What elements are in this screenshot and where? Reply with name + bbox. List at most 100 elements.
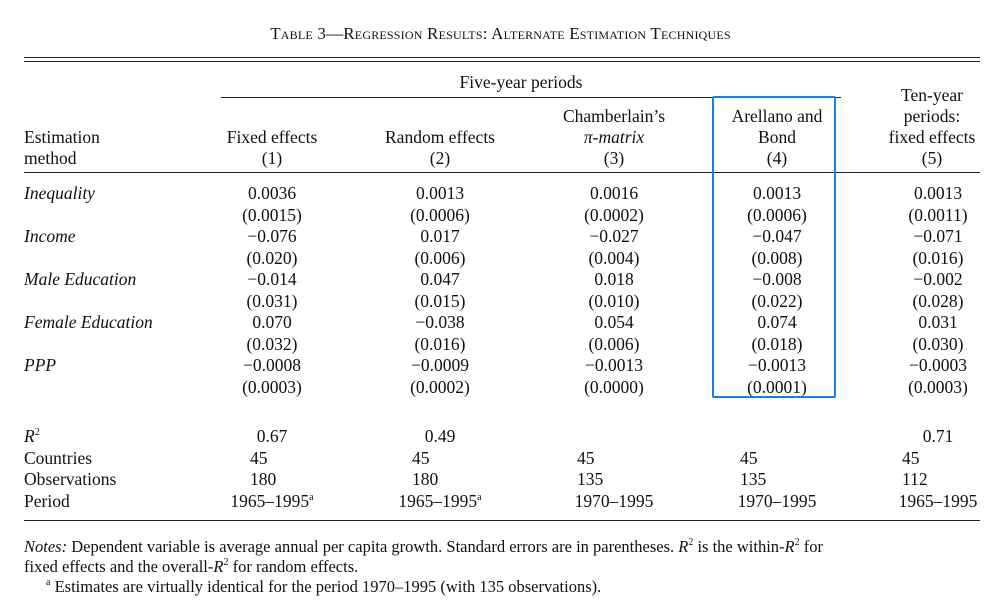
stat-cell: 1965–1995a	[360, 491, 520, 512]
row-label: Inequality	[24, 183, 95, 203]
col-header-line: (4)	[766, 148, 788, 168]
estimate-cell: 0.0013	[415, 183, 465, 203]
col-header-line: periods:	[903, 106, 961, 126]
stat-label-sup: 2	[34, 427, 40, 438]
stat-cell: 180	[412, 469, 438, 490]
stat-cell: 1965–1995a	[192, 491, 352, 512]
col-header-line: Chamberlain’s	[562, 106, 666, 126]
col-header-line: Bond	[758, 127, 796, 147]
std-error-cell: (0.0002)	[410, 376, 470, 397]
stat-value: 112	[902, 469, 928, 489]
table-title: Table 3—Regression Results: Alternate Es…	[270, 24, 731, 43]
bottom-rule	[24, 520, 980, 521]
stat-value: 1965–1995	[230, 490, 310, 511]
stat-cell: 1965–1995	[858, 491, 1001, 512]
estimate-cell: 0.0013	[752, 183, 802, 203]
estimate-cell: −0.071	[913, 226, 963, 246]
std-error-cell: (0.0003)	[908, 376, 968, 397]
col-header-line: (2)	[429, 148, 451, 168]
col-header-5: Ten-year periods: fixed effects (5)	[862, 85, 1001, 169]
std-error-cell: (0.015)	[414, 290, 466, 311]
col-header-line: Fixed effects	[226, 127, 318, 147]
stat-label: Observations	[24, 469, 116, 490]
stub-header-line: method	[24, 148, 77, 168]
stat-cell: 0.67	[192, 426, 352, 447]
header-rule	[24, 172, 980, 173]
estimate-cell: −0.047	[752, 226, 802, 246]
notes-r: R	[784, 537, 795, 556]
stat-value: 45	[902, 447, 920, 468]
stat-label-text: Period	[24, 490, 70, 511]
notes-r: R	[678, 537, 689, 556]
estimate-cell: −0.0013	[585, 355, 643, 375]
stat-value: 180	[412, 469, 439, 489]
stat-cell: 135	[740, 469, 766, 490]
group-header: Five-year periods	[459, 72, 583, 92]
stat-cell: 45	[250, 448, 268, 469]
estimate-cell: −0.002	[913, 269, 963, 289]
stat-label-text: Countries	[24, 447, 93, 468]
notes-sup: 2	[688, 537, 694, 548]
stat-value: 180	[250, 469, 277, 489]
std-error-cell: (0.016)	[912, 247, 964, 268]
row-label: PPP	[24, 355, 57, 375]
stat-label: Countries	[24, 448, 92, 469]
col-header-line: (5)	[921, 148, 943, 168]
stat-cell: 112	[902, 469, 928, 490]
std-error-cell: (0.020)	[246, 247, 298, 268]
stat-value: 0.49	[424, 426, 456, 446]
col-header-line: π-matrix	[583, 127, 645, 147]
stat-value: 0.71	[922, 426, 954, 446]
stat-value: 1965–1995	[898, 490, 978, 511]
col-header-line: fixed effects	[888, 127, 976, 147]
notes-sup: 2	[223, 557, 229, 568]
top-rule-2	[24, 61, 980, 62]
estimate-cell: 0.054	[594, 312, 634, 332]
stat-cell: 135	[577, 469, 603, 490]
footnote-mark: a	[46, 577, 51, 588]
estimate-cell: 0.0016	[589, 183, 639, 203]
stub-header: Estimation method	[24, 127, 100, 169]
std-error-cell: (0.016)	[414, 333, 466, 354]
footnote-ref: a	[477, 491, 482, 503]
stat-cell: 45	[412, 448, 430, 469]
stat-value: 1965–1995	[398, 490, 478, 511]
row-label: Female Education	[24, 312, 153, 332]
stat-cell: 45	[577, 448, 595, 469]
std-error-cell: (0.022)	[751, 290, 803, 311]
stat-cell: 0.71	[858, 426, 1001, 447]
col-header-line: Ten-year	[901, 85, 963, 105]
estimate-cell: 0.018	[594, 269, 634, 289]
stat-value: 1970–1995	[737, 490, 817, 511]
std-error-cell: (0.0015)	[242, 204, 302, 225]
col-header-line: (1)	[261, 148, 283, 168]
row-label: Income	[24, 226, 76, 246]
highlight-box	[712, 96, 836, 398]
std-error-cell: (0.028)	[912, 290, 964, 311]
estimate-cell: −0.027	[589, 226, 639, 246]
std-error-cell: (0.0002)	[584, 204, 644, 225]
stat-value: 45	[740, 447, 758, 468]
col-header-line: (3)	[603, 148, 625, 168]
std-error-cell: (0.0011)	[908, 204, 968, 225]
stat-value: 45	[412, 447, 430, 468]
estimate-cell: −0.076	[247, 226, 297, 246]
col-header-line: Arellano and	[731, 106, 823, 126]
notes-line-1: Notes: Dependent variable is average ann…	[24, 537, 823, 557]
std-error-cell: (0.030)	[912, 333, 964, 354]
col-header-4: Arellano and Bond (4)	[707, 106, 847, 169]
estimate-cell: −0.038	[415, 312, 465, 332]
std-error-cell: (0.006)	[588, 333, 640, 354]
estimate-cell: 0.0013	[913, 183, 963, 203]
footnote: a Estimates are virtually identical for …	[24, 577, 823, 597]
std-error-cell: (0.0006)	[410, 204, 470, 225]
col-header-2: Random effects (2)	[370, 127, 510, 169]
stat-value: 135	[740, 469, 767, 489]
stat-cell: 1970–1995	[697, 491, 857, 512]
std-error-cell: (0.018)	[751, 333, 803, 354]
stat-cell: 0.49	[360, 426, 520, 447]
estimate-cell: −0.0008	[243, 355, 301, 375]
estimate-cell: −0.014	[247, 269, 297, 289]
stat-cell: 45	[902, 448, 920, 469]
std-error-cell: (0.008)	[751, 247, 803, 268]
